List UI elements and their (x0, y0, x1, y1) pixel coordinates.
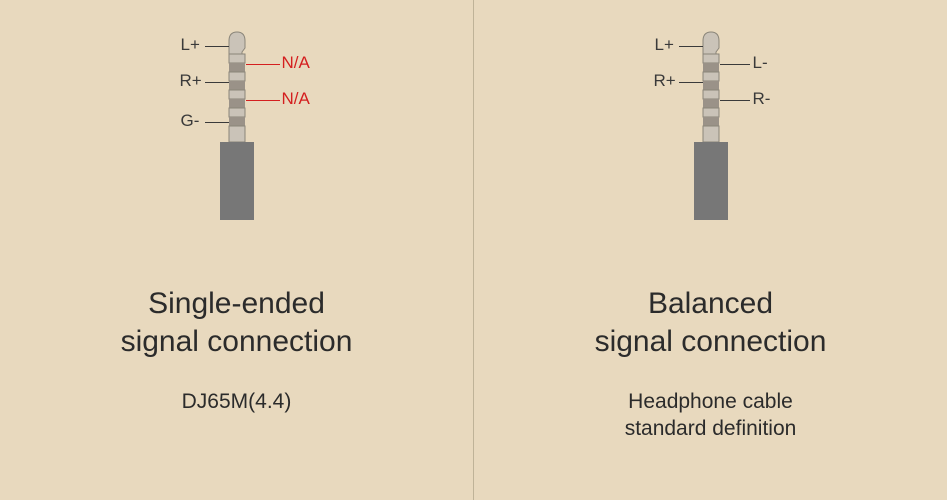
right-subtitle: Headphone cable standard definition (625, 388, 797, 443)
label-l-minus: L- (753, 53, 768, 73)
left-panel: L+ R+ G- N/A N/A Single-ended signal con… (0, 0, 473, 500)
leader (205, 122, 229, 123)
label-na-2: N/A (282, 89, 310, 109)
left-title: Single-ended signal connection (121, 285, 353, 360)
diagram-container: L+ R+ G- N/A N/A Single-ended signal con… (0, 0, 947, 500)
leader (720, 100, 750, 101)
label-r-plus: R+ (180, 71, 202, 91)
label-r-minus: R- (753, 89, 771, 109)
title-line: signal connection (595, 325, 827, 358)
label-na-1: N/A (282, 53, 310, 73)
title-line: Single-ended (148, 287, 325, 320)
label-r-plus: R+ (654, 71, 676, 91)
jack-connector-right (688, 30, 734, 235)
right-jack-area: L+ R+ L- R- (571, 20, 851, 240)
leader (246, 100, 280, 101)
leader (246, 64, 280, 65)
leader (720, 64, 750, 65)
jack-connector-left (214, 30, 260, 235)
leader (679, 82, 703, 83)
leader (205, 46, 229, 47)
subtitle-line: Headphone cable (628, 390, 793, 413)
leader (205, 82, 229, 83)
left-subtitle: DJ65M(4.4) (182, 388, 292, 415)
label-l-plus: L+ (655, 35, 674, 55)
leader (679, 46, 703, 47)
title-line: signal connection (121, 325, 353, 358)
right-panel: L+ R+ L- R- Balanced signal connection H… (474, 0, 947, 500)
subtitle-line: DJ65M(4.4) (182, 390, 292, 413)
label-g-minus: G- (181, 111, 200, 131)
label-l-plus: L+ (181, 35, 200, 55)
title-line: Balanced (648, 287, 773, 320)
right-title: Balanced signal connection (595, 285, 827, 360)
left-jack-area: L+ R+ G- N/A N/A (97, 20, 377, 240)
subtitle-line: standard definition (625, 417, 797, 440)
